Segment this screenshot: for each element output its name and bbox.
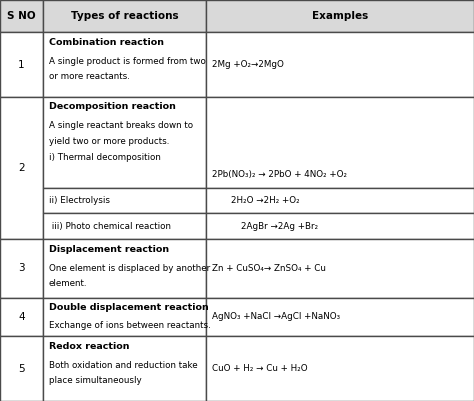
Bar [43,239,206,298]
Text: 2Pb(NO₃)₂ → 2PbO + 4NO₂ +O₂: 2Pb(NO₃)₂ → 2PbO + 4NO₂ +O₂ [212,170,347,179]
Bar [206,32,474,97]
Bar [0,0,43,32]
Text: Displacement reaction: Displacement reaction [49,245,169,253]
Bar [206,298,474,336]
Bar [206,239,474,298]
Bar [206,336,474,401]
Text: i) Thermal decomposition: i) Thermal decomposition [49,153,161,162]
Bar [43,213,206,239]
Bar [0,32,43,97]
Text: AgNO₃ +NaCl →AgCl +NaNO₃: AgNO₃ +NaCl →AgCl +NaNO₃ [212,312,340,322]
Text: 2H₂O →2H₂ +O₂: 2H₂O →2H₂ +O₂ [231,196,300,205]
Text: 2: 2 [18,163,25,173]
Bar [43,336,206,401]
Bar [206,97,474,188]
Text: CuO + H₂ → Cu + H₂O: CuO + H₂ → Cu + H₂O [212,364,308,373]
Text: Zn + CuSO₄→ ZnSO₄ + Cu: Zn + CuSO₄→ ZnSO₄ + Cu [212,264,326,273]
Bar [206,0,474,32]
Text: Types of reactions: Types of reactions [71,11,178,21]
Text: A single reactant breaks down to: A single reactant breaks down to [49,122,193,130]
Text: 1: 1 [18,60,25,70]
Bar [206,188,474,213]
Text: Both oxidation and reduction take: Both oxidation and reduction take [49,361,198,370]
Text: Decomposition reaction: Decomposition reaction [49,102,176,111]
Text: 5: 5 [18,364,25,374]
Text: Redox reaction: Redox reaction [49,342,129,350]
Bar [43,298,206,336]
Text: Exchange of ions between reactants.: Exchange of ions between reactants. [49,321,210,330]
Bar [0,298,43,336]
Bar [43,0,206,32]
Text: yield two or more products.: yield two or more products. [49,137,169,146]
Text: Double displacement reaction: Double displacement reaction [49,303,209,312]
Text: A single product is formed from two: A single product is formed from two [49,57,206,66]
Text: S NO: S NO [7,11,36,21]
Text: place simultaneously: place simultaneously [49,376,141,385]
Text: iii) Photo chemical reaction: iii) Photo chemical reaction [49,222,171,231]
Text: ii) Electrolysis: ii) Electrolysis [49,196,110,205]
Text: 2Mg +O₂→2MgO: 2Mg +O₂→2MgO [212,60,284,69]
Text: 3: 3 [18,263,25,273]
Bar [43,32,206,97]
Text: Combination reaction: Combination reaction [49,38,164,47]
Text: element.: element. [49,279,87,288]
Bar [0,239,43,298]
Bar [206,213,474,239]
Text: or more reactants.: or more reactants. [49,72,130,81]
Bar [0,97,43,239]
Bar [0,336,43,401]
Text: 2AgBr →2Ag +Br₂: 2AgBr →2Ag +Br₂ [241,222,318,231]
Text: One element is displaced by another: One element is displaced by another [49,264,210,273]
Bar [43,97,206,188]
Text: Examples: Examples [312,11,368,21]
Bar [43,188,206,213]
Text: 4: 4 [18,312,25,322]
